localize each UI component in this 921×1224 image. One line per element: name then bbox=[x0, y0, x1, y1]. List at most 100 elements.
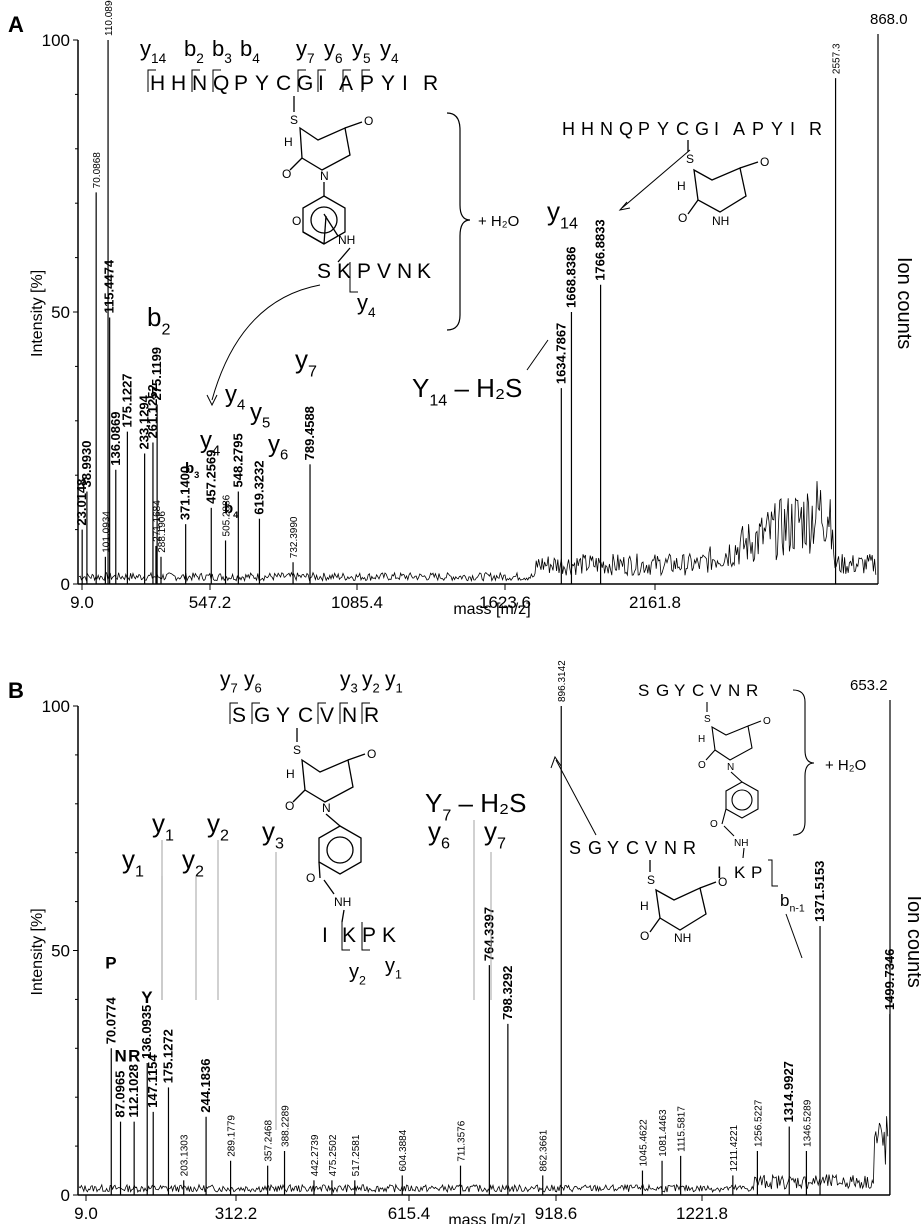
peak-label: 711.3576 bbox=[457, 1120, 468, 1161]
peptide-residue: P bbox=[360, 72, 374, 95]
right-linked-residue: I bbox=[717, 863, 722, 882]
ion-label-y4: y4 bbox=[200, 427, 220, 460]
x-tick-label: 1221.8 bbox=[676, 1204, 728, 1223]
cleavage-bracket bbox=[212, 69, 221, 92]
panel-label: A bbox=[8, 12, 24, 37]
peak-label: 732.3990 bbox=[289, 516, 300, 558]
peak-label: 798.3292 bbox=[500, 966, 515, 1020]
atom-label: H bbox=[284, 135, 293, 149]
atom-label: S bbox=[647, 873, 655, 887]
atom-label: H bbox=[698, 734, 705, 745]
x-axis-label: mass [m/z] bbox=[453, 601, 530, 618]
ion-label-y7-h2s: Y7 – H₂S bbox=[425, 788, 526, 824]
x-tick-label: 1623.6 bbox=[479, 593, 531, 612]
y-axis-label: Intensity [%] bbox=[29, 270, 46, 357]
inset-residue: Y bbox=[657, 119, 669, 139]
peptide-residue: R bbox=[423, 72, 438, 95]
peak-label: 1256.5227 bbox=[753, 1099, 764, 1147]
inset-residue: H bbox=[581, 119, 594, 139]
noise-baseline bbox=[78, 1116, 889, 1194]
inset-residue: C bbox=[626, 838, 639, 858]
atom-label: NH bbox=[712, 214, 729, 228]
peptide-residue: Y bbox=[381, 72, 395, 95]
y-tick-label: 50 bbox=[51, 303, 70, 322]
peak-label: 548.2795 bbox=[230, 433, 245, 487]
bond bbox=[723, 825, 735, 837]
peak-label: 115.4474 bbox=[102, 259, 117, 313]
peak-label: 604.3884 bbox=[398, 1129, 409, 1171]
arrowhead bbox=[206, 394, 218, 407]
peak-label: 1211.4221 bbox=[729, 1124, 740, 1171]
peak-label: 357.2468 bbox=[264, 1120, 275, 1162]
right-linked-residue: K bbox=[734, 863, 746, 882]
inset-residue: A bbox=[733, 119, 745, 139]
maleimide-ring bbox=[301, 758, 354, 803]
inset-residue: Y bbox=[771, 119, 783, 139]
aa-letter: P bbox=[105, 953, 116, 972]
ion-label-y14-h2s: Y14 – H₂S bbox=[412, 373, 522, 409]
atom-label: H bbox=[677, 179, 686, 193]
inset-residue: R bbox=[683, 838, 696, 858]
atom-label: NH bbox=[734, 838, 748, 849]
ion-label-y6: y6 bbox=[268, 431, 288, 464]
peak-label: 1371.5153 bbox=[812, 861, 827, 922]
right-inset-residue: G bbox=[656, 681, 669, 700]
inset-residue: Q bbox=[619, 119, 633, 139]
peptide-residue: S bbox=[232, 704, 246, 727]
peptide-residue: P bbox=[234, 72, 248, 95]
arrow-line bbox=[526, 339, 549, 371]
atom-label: O bbox=[282, 167, 291, 181]
sequence-ion-label: y6 bbox=[244, 668, 262, 696]
hydrolysis-label: + H₂O bbox=[478, 213, 519, 230]
peak-label: 457.2569 bbox=[203, 450, 218, 504]
ion-label-y2: y2 bbox=[207, 808, 229, 844]
x-tick-label: 9.0 bbox=[74, 1204, 98, 1223]
ion-label-y1: y1 bbox=[122, 844, 144, 880]
aromatic-circle bbox=[326, 836, 354, 864]
ion-count-max: 868.0 bbox=[870, 11, 908, 28]
x-tick-label: 1085.4 bbox=[331, 593, 383, 612]
inset-residue: V bbox=[645, 838, 657, 858]
peak-label: 147.1154 bbox=[145, 1054, 160, 1108]
peak-label: 275.1199 bbox=[149, 347, 164, 401]
cleavage-bracket bbox=[342, 69, 351, 92]
inset-succinimide: S O H O NH bbox=[677, 140, 769, 228]
atom-label: O bbox=[367, 747, 376, 761]
peak-label: 505.2886 bbox=[222, 494, 233, 536]
peptide-residue: H bbox=[171, 72, 186, 95]
peak-label: 175.1227 bbox=[119, 373, 134, 427]
crosslinker-structure: S O H O N O NH bbox=[282, 96, 373, 263]
sequence-ion-label: y4 bbox=[380, 36, 399, 66]
peak-label: 1045.4622 bbox=[638, 1119, 649, 1167]
peak-label: 619.3232 bbox=[251, 460, 266, 514]
sequence-ion-label: b4 bbox=[240, 36, 260, 66]
peak-label: 1634.7867 bbox=[553, 323, 568, 384]
maleimide-ring bbox=[711, 725, 753, 761]
linked-ion-label: y4 bbox=[357, 290, 376, 320]
sequence-ion-label: y1 bbox=[385, 668, 403, 696]
peak-label: 288.1906 bbox=[157, 511, 168, 553]
bond bbox=[323, 215, 327, 245]
cleavage-bracket bbox=[251, 702, 260, 724]
peptide-residue: G bbox=[254, 704, 270, 727]
peak-label: 1766.8833 bbox=[593, 219, 608, 280]
peptide-residue: N bbox=[192, 72, 207, 95]
cleavage-bracket bbox=[341, 922, 350, 951]
cleavage-bracket bbox=[297, 69, 306, 92]
peptide-residue: R bbox=[364, 704, 379, 727]
cleavage-bracket bbox=[317, 69, 326, 92]
peak-label: 136.0935 bbox=[139, 1005, 154, 1059]
bond bbox=[292, 789, 306, 803]
inset-residue: R bbox=[809, 119, 822, 139]
peak-label: 110.0890 bbox=[104, 0, 115, 36]
peak-label: 70.0774 bbox=[103, 997, 118, 1045]
y-axis-label: Intensity [%] bbox=[29, 908, 46, 995]
linked-residue: N bbox=[397, 260, 412, 283]
atom-label: S bbox=[686, 152, 694, 166]
ion-counts-label: Ion counts bbox=[903, 896, 921, 988]
ion-label-y6: y6 bbox=[428, 816, 450, 852]
aromatic-circle bbox=[731, 789, 753, 811]
x-tick-label: 615.4 bbox=[388, 1204, 431, 1223]
cleavage-bracket bbox=[191, 69, 200, 92]
